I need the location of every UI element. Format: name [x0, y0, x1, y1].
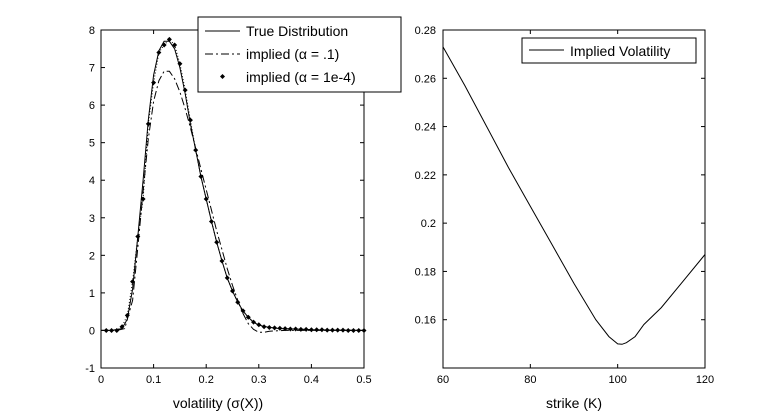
data-point-marker: [261, 324, 267, 330]
data-point-marker: [135, 234, 141, 240]
data-point-marker: [208, 219, 214, 225]
left-x-axis-label: volatility (σ(X)): [173, 395, 263, 411]
data-point-marker: [303, 326, 309, 332]
data-point-marker: [245, 314, 251, 320]
data-point-marker: [114, 327, 120, 333]
data-point-marker: [256, 322, 262, 328]
data-point-marker: [172, 42, 178, 48]
data-point-marker: [193, 147, 199, 153]
data-point-marker: [140, 196, 146, 202]
data-point-marker: [214, 239, 220, 245]
series-line-implied-volatility: [442, 46, 706, 345]
data-point-marker: [298, 326, 304, 332]
y-tick-label: 0: [89, 325, 95, 337]
y-tick-label: 0.18: [415, 266, 436, 278]
y-tick-label: 0.2: [421, 218, 436, 230]
y-tick-label: 3: [89, 213, 95, 225]
data-point-marker: [161, 42, 167, 48]
right-x-ticks: 60 80 100 120: [437, 30, 714, 386]
data-point-marker: [182, 87, 188, 93]
legend-label-implied-volatility: Implied Volatility: [570, 43, 670, 59]
data-point-marker: [329, 327, 335, 333]
x-tick-label: 0.3: [251, 374, 266, 386]
legend-label-implied-alpha-0-1: implied (α = .1): [246, 46, 339, 62]
x-tick-label: 0.1: [146, 374, 161, 386]
x-tick-label: 0: [98, 374, 104, 386]
x-tick-label: 100: [608, 374, 626, 386]
data-point-marker: [145, 121, 151, 127]
data-point-marker: [319, 327, 325, 333]
data-point-marker: [235, 299, 241, 305]
y-tick-label: 6: [89, 100, 95, 112]
legend-swatch-implied-alpha-1e-4: [220, 74, 225, 79]
y-tick-label: 8: [89, 25, 95, 37]
data-point-marker: [103, 327, 109, 333]
data-point-marker: [124, 312, 130, 318]
data-point-marker: [277, 325, 283, 331]
data-point-marker: [151, 80, 157, 86]
data-point-marker: [219, 258, 225, 264]
y-tick-label: 4: [89, 175, 95, 187]
y-tick-label: -1: [85, 363, 95, 375]
y-tick-label: 7: [89, 63, 95, 75]
data-point-marker: [251, 319, 257, 325]
data-point-marker: [282, 326, 288, 332]
legend-label-implied-alpha-1e-4: implied (α = 1e-4): [246, 69, 356, 85]
data-point-marker: [187, 117, 193, 123]
data-point-marker: [240, 308, 246, 314]
y-tick-label: 0.24: [415, 122, 436, 134]
data-point-marker: [166, 36, 172, 42]
data-point-marker: [177, 61, 183, 67]
y-tick-label: 1: [89, 288, 95, 300]
data-point-marker: [324, 327, 330, 333]
y-tick-label: 0.28: [415, 25, 436, 37]
x-tick-label: 60: [437, 374, 449, 386]
left-legend: True Distribution implied (α = .1) impli…: [197, 16, 402, 93]
data-point-marker: [356, 327, 362, 333]
right-x-axis-label: strike (K): [546, 395, 602, 411]
data-point-marker: [156, 50, 162, 56]
x-tick-label: 0.4: [304, 374, 319, 386]
data-point-marker: [340, 327, 346, 333]
y-tick-label: 5: [89, 138, 95, 150]
data-point-marker: [230, 288, 235, 294]
x-tick-label: 0.5: [356, 374, 371, 386]
x-tick-label: 120: [696, 374, 714, 386]
data-point-marker: [287, 326, 293, 332]
data-point-marker: [119, 324, 125, 330]
right-plot-frame: [442, 29, 706, 369]
data-point-marker: [272, 325, 278, 331]
data-point-marker: [266, 324, 272, 330]
left-y-ticks: -1 0 1 2 3 4 5 6 7 8: [85, 25, 364, 375]
data-point-marker: [198, 173, 204, 179]
x-tick-label: 0.2: [199, 374, 214, 386]
left-x-ticks: 0 0.1 0.2 0.3 0.4 0.5: [98, 30, 372, 386]
data-point-marker: [203, 196, 209, 202]
right-y-ticks: 0.16 0.18 0.2 0.22 0.24 0.26 0.28: [415, 25, 705, 327]
data-point-marker: [350, 327, 356, 333]
y-tick-label: 0.16: [415, 315, 436, 327]
legend-label-true-distribution: True Distribution: [246, 23, 348, 39]
y-tick-label: 0.22: [415, 170, 436, 182]
data-point-marker: [224, 275, 230, 281]
data-point-marker: [308, 327, 314, 333]
data-point-marker: [109, 327, 115, 333]
left-legend-box: [197, 16, 402, 93]
right-legend: Implied Volatility: [521, 37, 697, 64]
data-point-marker: [130, 279, 136, 285]
x-tick-label: 80: [524, 374, 536, 386]
data-point-marker: [345, 327, 351, 333]
y-tick-label: 0.26: [415, 73, 436, 85]
right-chart: 60 80 100 120 0.16 0.18 0.2 0.22 0.24 0.26 0.28 s…: [415, 25, 715, 411]
y-tick-label: 2: [89, 250, 95, 262]
left-series-layer: [101, 36, 367, 333]
data-point-marker: [293, 326, 299, 332]
data-point-marker: [335, 327, 341, 333]
data-point-marker: [314, 327, 320, 333]
right-series-layer: [442, 46, 706, 345]
